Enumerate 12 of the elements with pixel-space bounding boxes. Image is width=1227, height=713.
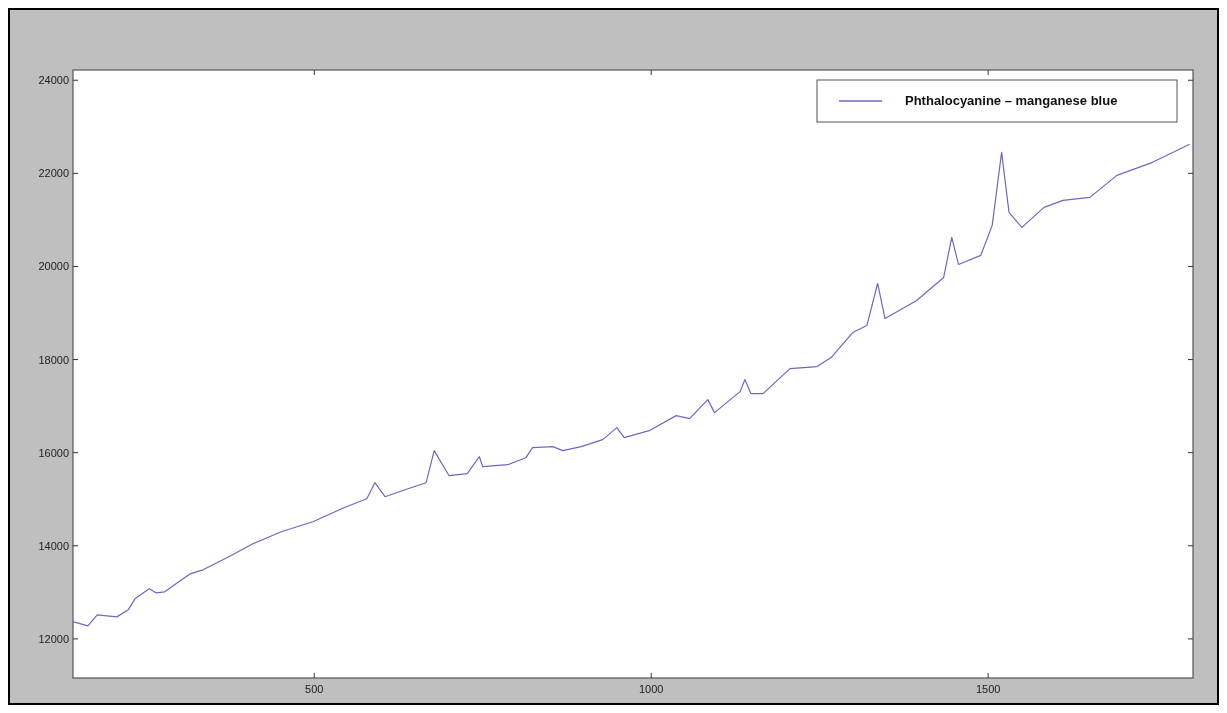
x-tick-label: 1000 bbox=[638, 683, 664, 695]
legend-label: Phthalocyanine – manganese blue bbox=[905, 93, 1118, 108]
x-tick-label: 1500 bbox=[975, 683, 1001, 695]
y-tick-label: 16000 bbox=[38, 446, 69, 459]
y-tick-label: 22000 bbox=[38, 167, 69, 180]
x-tick-label: 500 bbox=[305, 683, 324, 695]
y-tick-label: 14000 bbox=[38, 539, 69, 552]
y-tick-label: 20000 bbox=[38, 260, 69, 273]
line-series bbox=[73, 143, 1191, 627]
y-tick-label: 24000 bbox=[38, 74, 69, 87]
y-tick-label: 18000 bbox=[38, 353, 69, 366]
y-tick-label: 12000 bbox=[38, 632, 69, 645]
